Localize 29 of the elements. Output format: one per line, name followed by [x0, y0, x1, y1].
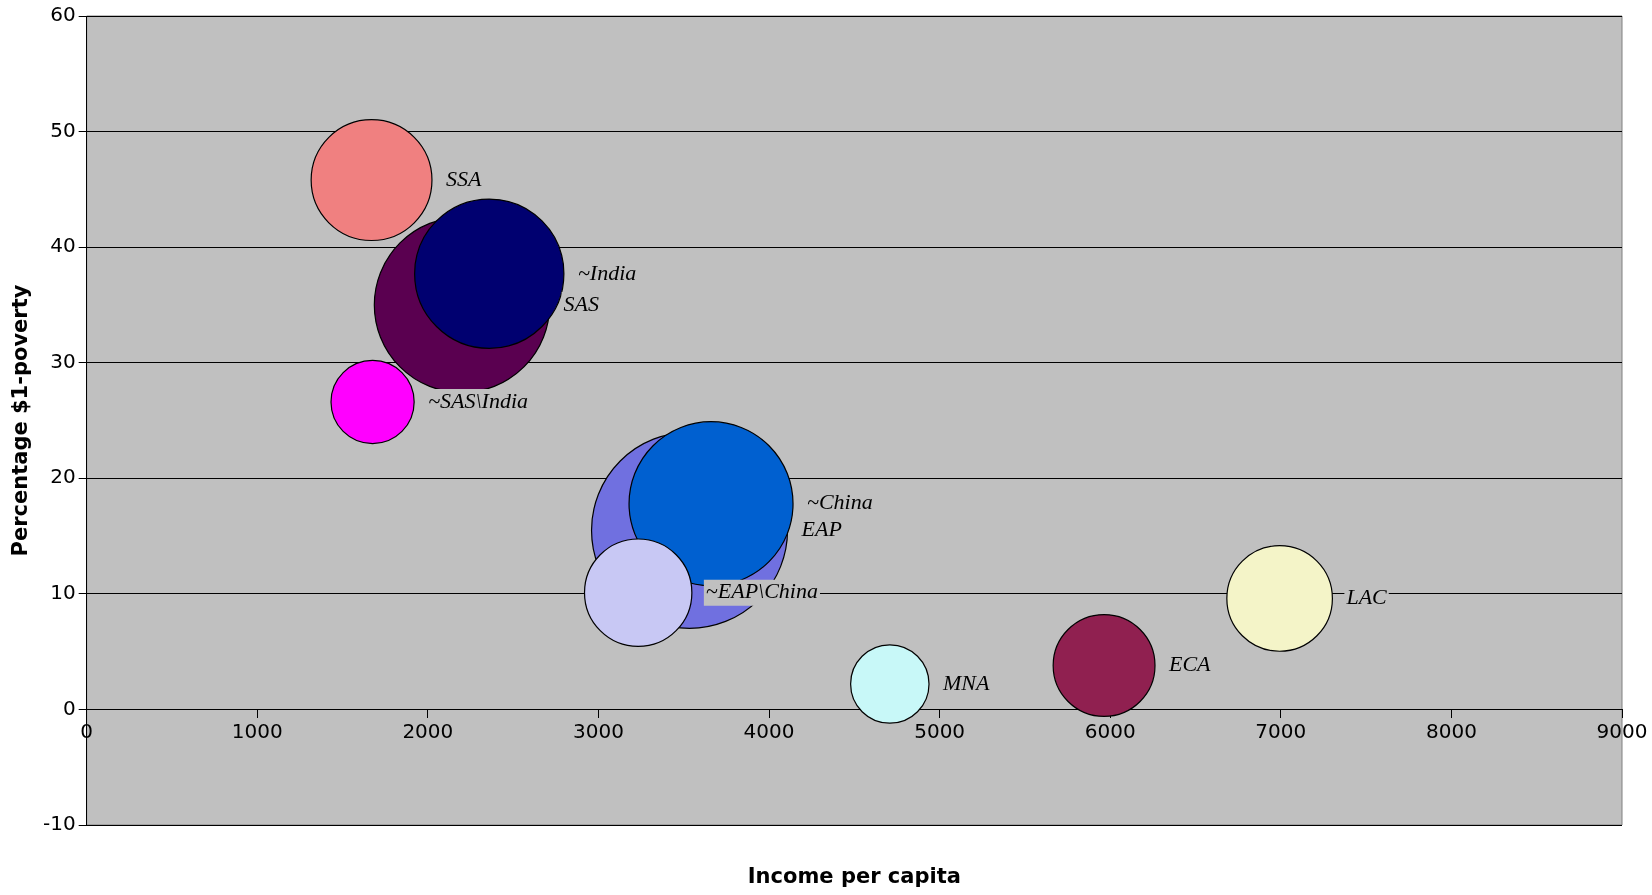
series-label: SAS: [563, 290, 600, 316]
x-axis-title: Income per capita: [747, 864, 961, 889]
series-label: EAP: [800, 516, 842, 542]
x-tick-label: 3000: [572, 718, 624, 743]
series-label: LAC: [1345, 584, 1388, 610]
x-tick-label: 1000: [231, 718, 283, 743]
y-tick-label: 10: [50, 580, 76, 605]
series-label: MNA: [942, 669, 991, 695]
series-label: ECA: [1168, 651, 1212, 677]
x-tick-label: 2000: [402, 718, 454, 743]
series-label: ~India: [577, 259, 637, 285]
y-tick-label: 0: [62, 695, 76, 720]
y-tick-label: 30: [50, 348, 76, 373]
series-label: SSA: [445, 165, 482, 191]
y-axis-title: Percentage $1-poverty: [8, 284, 33, 557]
x-tick-label: 6000: [1084, 718, 1136, 743]
x-tick-label: 5000: [914, 718, 966, 743]
x-tick-label: 4000: [743, 718, 795, 743]
y-tick-label: 60: [50, 2, 76, 27]
x-tick-label: 9000: [1596, 718, 1648, 743]
x-tick-label: 7000: [1255, 718, 1307, 743]
series-label: ~EAP\China: [705, 578, 818, 604]
y-tick-label: -10: [42, 811, 76, 836]
series-label: ~China: [807, 489, 873, 515]
series-label: ~SAS\India: [428, 387, 529, 413]
y-tick-label: 20: [50, 464, 76, 489]
y-tick-label: 40: [50, 233, 76, 258]
x-tick-label: 8000: [1425, 718, 1477, 743]
y-tick-label: 50: [50, 117, 76, 142]
